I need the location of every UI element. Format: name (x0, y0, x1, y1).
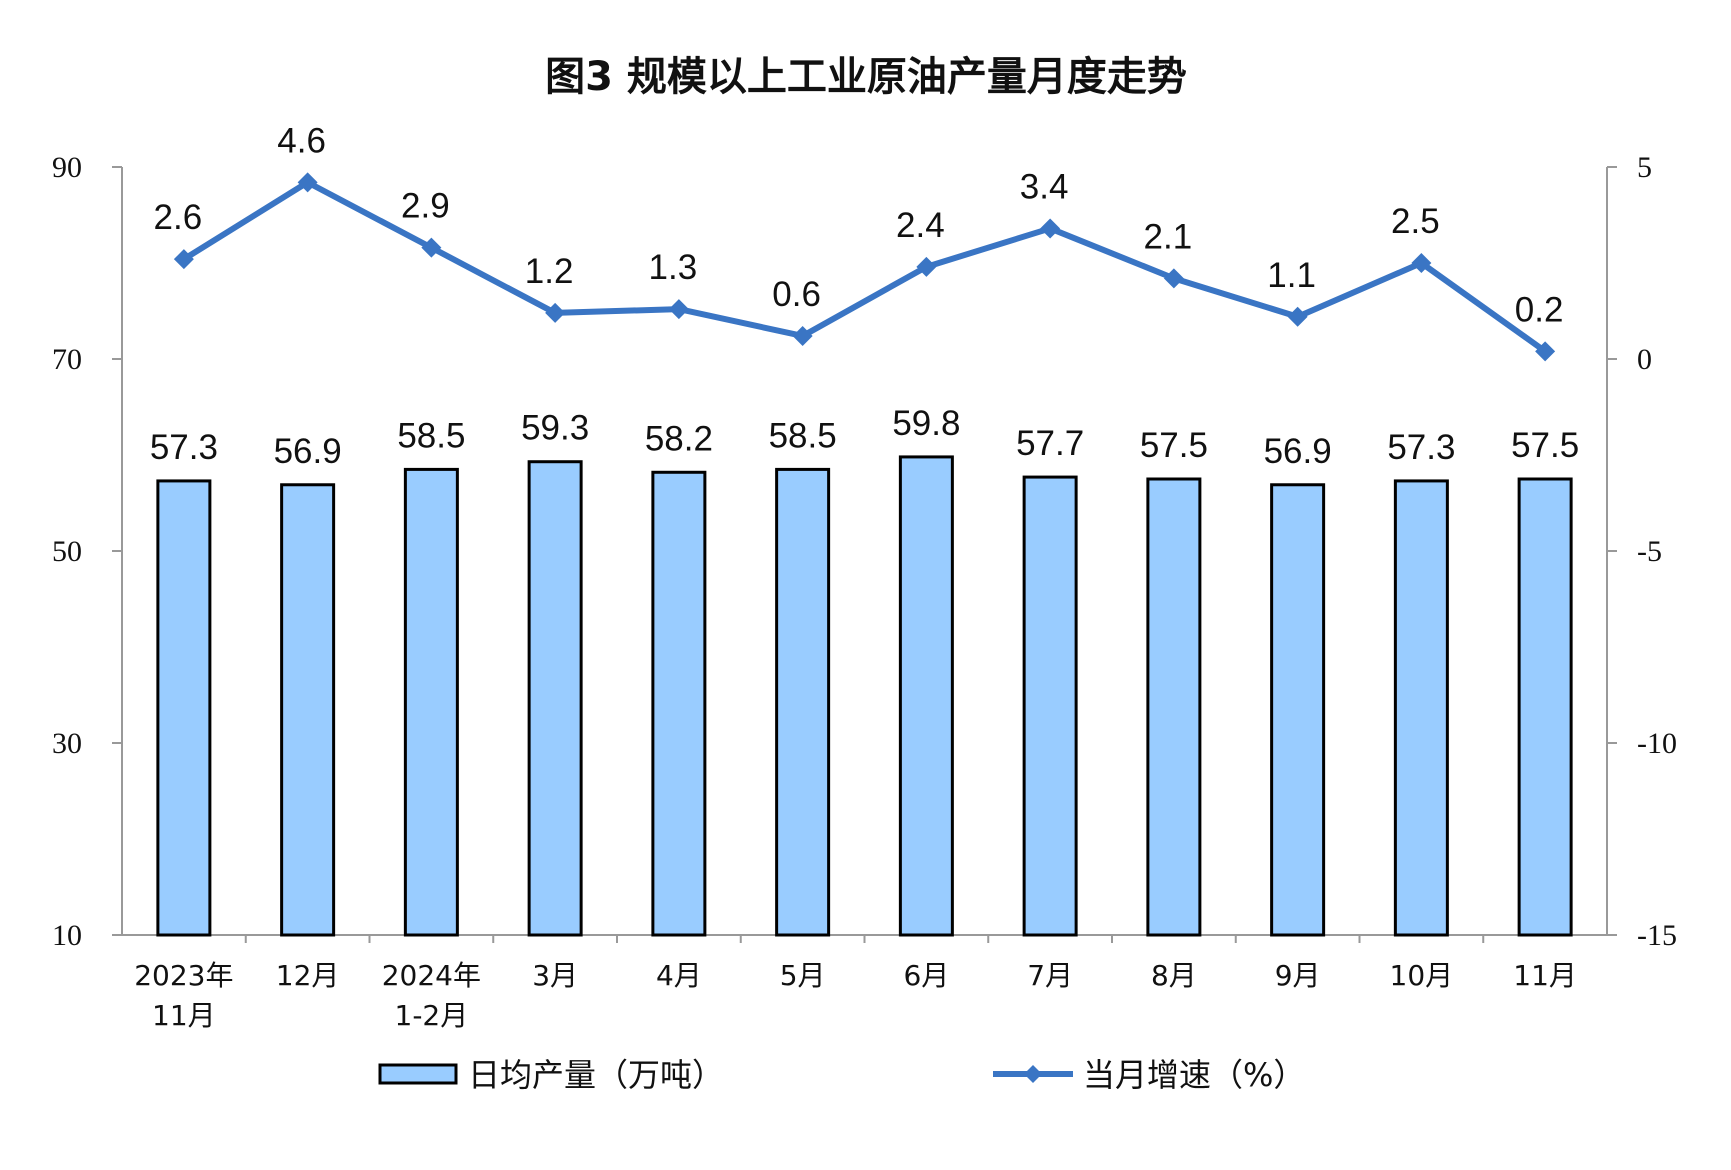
x-tick-label: 4月 (656, 959, 702, 992)
line-data-label: 2.4 (896, 206, 945, 245)
line-marker (916, 256, 937, 277)
bar (1146, 477, 1202, 937)
x-tick-label: 9月 (1275, 959, 1321, 992)
line-data-label: 2.5 (1391, 202, 1440, 241)
bar (1517, 477, 1573, 937)
line-data-label: 3.4 (1020, 167, 1069, 206)
legend: 日均产量（万吨） 当月增速（%） (378, 1056, 1305, 1094)
bar-data-label: 56.9 (1264, 432, 1332, 471)
bar (898, 455, 954, 937)
x-tick-label: 10月 (1390, 959, 1454, 992)
x-tick-label: 2024年 (382, 959, 481, 992)
x-tick-label: 2023年 (134, 959, 233, 992)
line-data-label: 4.6 (277, 121, 326, 160)
bar (1393, 479, 1449, 937)
left-tick-label: 10 (52, 919, 82, 952)
left-tick-label: 70 (52, 343, 82, 376)
x-tick-label: 12月 (276, 959, 340, 992)
line-marker (668, 299, 689, 320)
bar (403, 467, 459, 937)
bar-data-label: 58.5 (397, 416, 465, 455)
line-data-label: 1.3 (649, 248, 698, 287)
line-data-label: 2.9 (401, 187, 450, 226)
bar (651, 470, 707, 937)
x-tick-label: 5月 (780, 959, 826, 992)
line-marker (792, 325, 813, 346)
left-tick-label: 90 (52, 151, 82, 184)
x-tick-label: 7月 (1027, 959, 1073, 992)
line-data-label: 0.6 (772, 275, 821, 314)
right-tick-label: 0 (1637, 343, 1652, 376)
left-tick-label: 50 (52, 535, 82, 568)
bar (775, 467, 831, 937)
x-tick-label: 11月 (152, 999, 216, 1032)
legend-bar-label: 日均产量（万吨） (468, 1056, 724, 1094)
right-tick-label: -10 (1637, 727, 1677, 760)
line-data-label: 2.6 (154, 198, 203, 237)
bar-data-label: 56.9 (274, 432, 342, 471)
bar (527, 460, 583, 937)
bar-data-label: 59.3 (521, 409, 589, 448)
line-marker (1411, 253, 1432, 273)
legend-line-marker (1024, 1065, 1042, 1083)
x-tick-label: 8月 (1151, 959, 1197, 992)
line-data-label: 1.2 (525, 252, 574, 291)
bar-data-label: 58.5 (769, 416, 837, 455)
growth-line (182, 179, 1547, 354)
line-marker (297, 172, 318, 193)
bar-data-label: 57.5 (1511, 426, 1579, 465)
bar-data-label: 59.8 (892, 404, 960, 443)
line-data-label: 0.2 (1515, 290, 1564, 329)
left-tick-label: 30 (52, 727, 82, 760)
bar (1270, 483, 1326, 937)
legend-line-label: 当月增速（%） (1083, 1056, 1305, 1094)
x-tick-label: 1-2月 (395, 999, 469, 1032)
bar-data-label: 57.3 (1387, 428, 1455, 467)
line-marker (1040, 218, 1061, 239)
line-marker (421, 237, 442, 258)
chart-title: 图3 规模以上工业原油产量月度走势 (545, 54, 1187, 100)
line-marker (1535, 341, 1556, 362)
line-marker (1287, 306, 1308, 327)
bar-data-label: 58.2 (645, 419, 713, 458)
line-marker (545, 302, 566, 323)
legend-bar-swatch (378, 1063, 458, 1085)
bar (1022, 475, 1078, 937)
line-marker (1163, 268, 1184, 289)
line-data-label: 2.1 (1144, 217, 1193, 256)
bar-data-label: 57.7 (1016, 424, 1084, 463)
bar (280, 483, 336, 937)
right-tick-label: -15 (1637, 919, 1677, 952)
right-tick-label: -5 (1637, 535, 1662, 568)
bar (156, 479, 212, 937)
bar-data-label: 57.3 (150, 428, 218, 467)
bar-data-label: 57.5 (1140, 426, 1208, 465)
line-data-label: 1.1 (1267, 256, 1316, 295)
x-tick-label: 3月 (532, 959, 578, 992)
right-tick-label: 5 (1637, 151, 1652, 184)
x-tick-label: 11月 (1513, 959, 1577, 992)
x-tick-label: 6月 (903, 959, 949, 992)
line-marker (173, 249, 194, 270)
